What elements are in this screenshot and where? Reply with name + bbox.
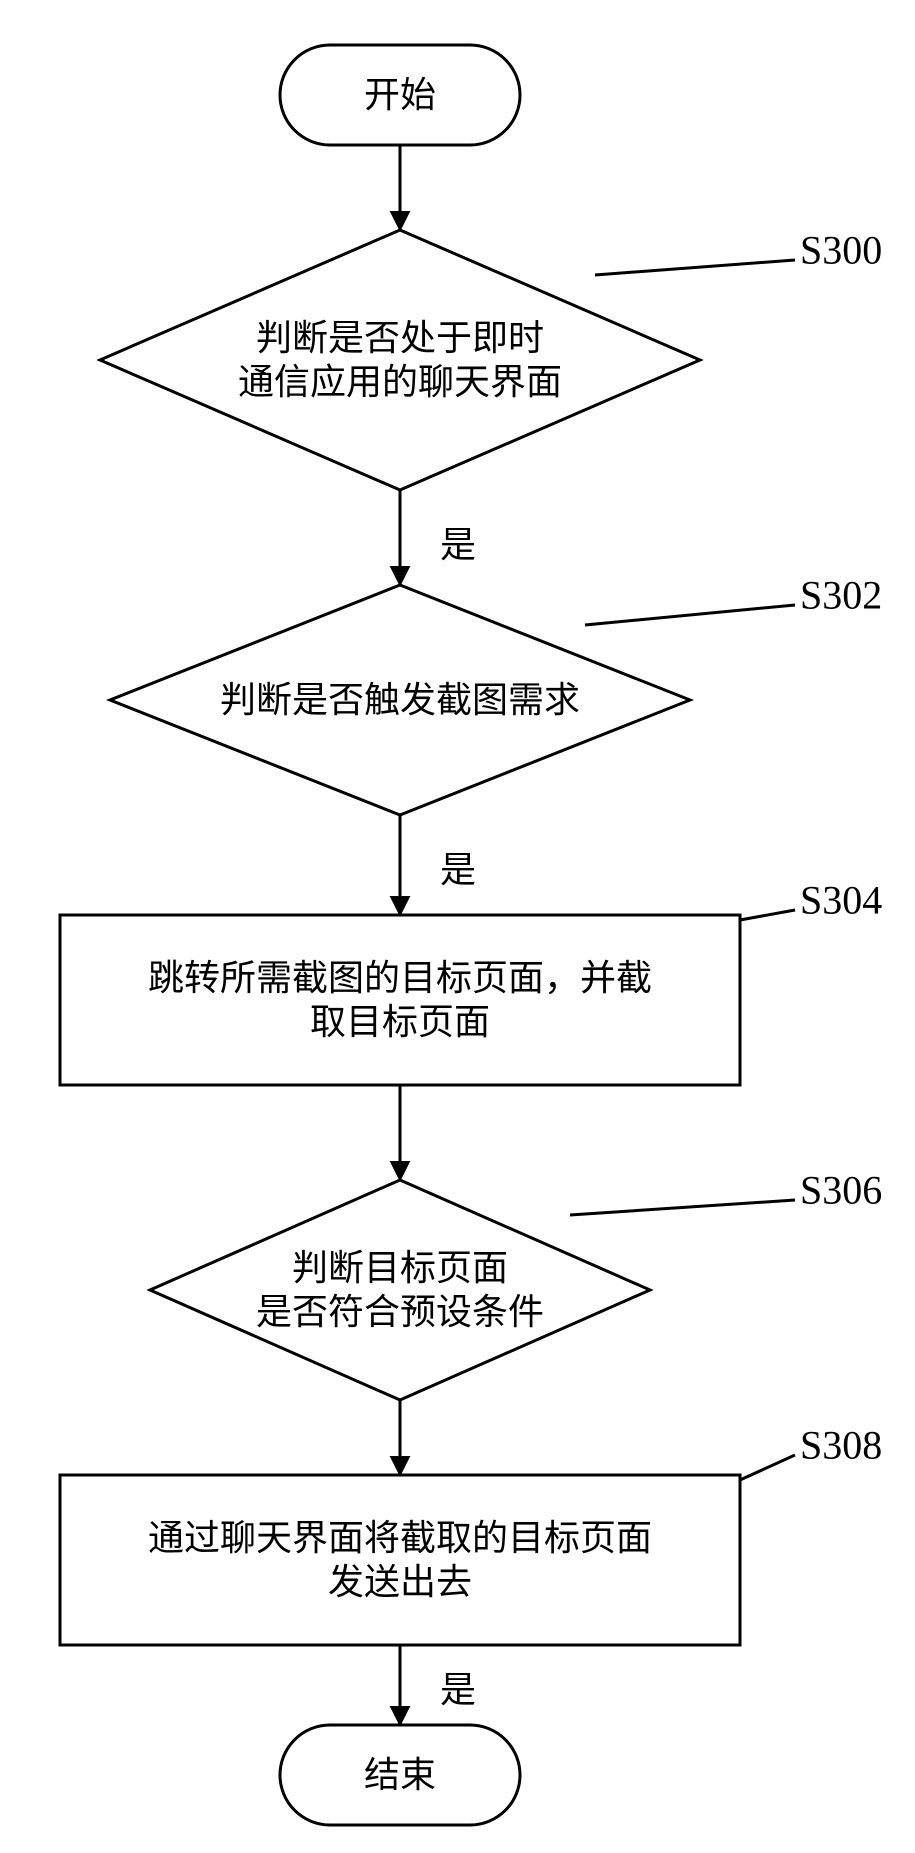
leader-d3 [570, 1200, 795, 1215]
node-text-d3-1: 是否符合预设条件 [256, 1292, 544, 1332]
edge-label-p2-end: 是 [440, 1670, 476, 1710]
edge-label-d1-d2: 是 [440, 525, 476, 565]
node-p2: 通过聊天界面将截取的目标页面发送出去 [60, 1475, 740, 1645]
node-text-d1-0: 判断是否处于即时 [256, 318, 544, 358]
edge-label-d2-p1: 是 [440, 850, 476, 890]
node-start: 开始 [280, 45, 520, 145]
node-text-p2-1: 发送出去 [328, 1562, 472, 1602]
node-d2: 判断是否触发截图需求 [110, 585, 690, 815]
node-text-end-0: 结束 [364, 1755, 436, 1795]
node-text-p1-0: 跳转所需截图的目标页面，并截 [148, 958, 652, 998]
node-p1: 跳转所需截图的目标页面，并截取目标页面 [60, 915, 740, 1085]
step-label-d3: S306 [800, 1168, 882, 1213]
node-text-p2-0: 通过聊天界面将截取的目标页面 [148, 1518, 652, 1558]
node-d3: 判断目标页面是否符合预设条件 [150, 1180, 650, 1400]
node-text-d3-0: 判断目标页面 [292, 1248, 508, 1288]
leader-p2 [740, 1455, 795, 1480]
step-label-d1: S300 [800, 228, 882, 273]
leader-d1 [595, 260, 795, 275]
node-d1: 判断是否处于即时通信应用的聊天界面 [100, 230, 700, 490]
node-end: 结束 [280, 1725, 520, 1825]
node-text-d2-0: 判断是否触发截图需求 [220, 680, 580, 720]
node-text-p1-1: 取目标页面 [310, 1002, 490, 1042]
flowchart-canvas: 是是是S300S302S304S306S308开始判断是否处于即时通信应用的聊天… [0, 0, 915, 1853]
node-text-d1-1: 通信应用的聊天界面 [238, 362, 562, 402]
step-label-p1: S304 [800, 878, 882, 923]
node-text-start-0: 开始 [364, 75, 436, 115]
leader-d2 [585, 605, 795, 625]
leader-p1 [740, 910, 795, 920]
step-label-d2: S302 [800, 573, 882, 618]
step-label-p2: S308 [800, 1423, 882, 1468]
